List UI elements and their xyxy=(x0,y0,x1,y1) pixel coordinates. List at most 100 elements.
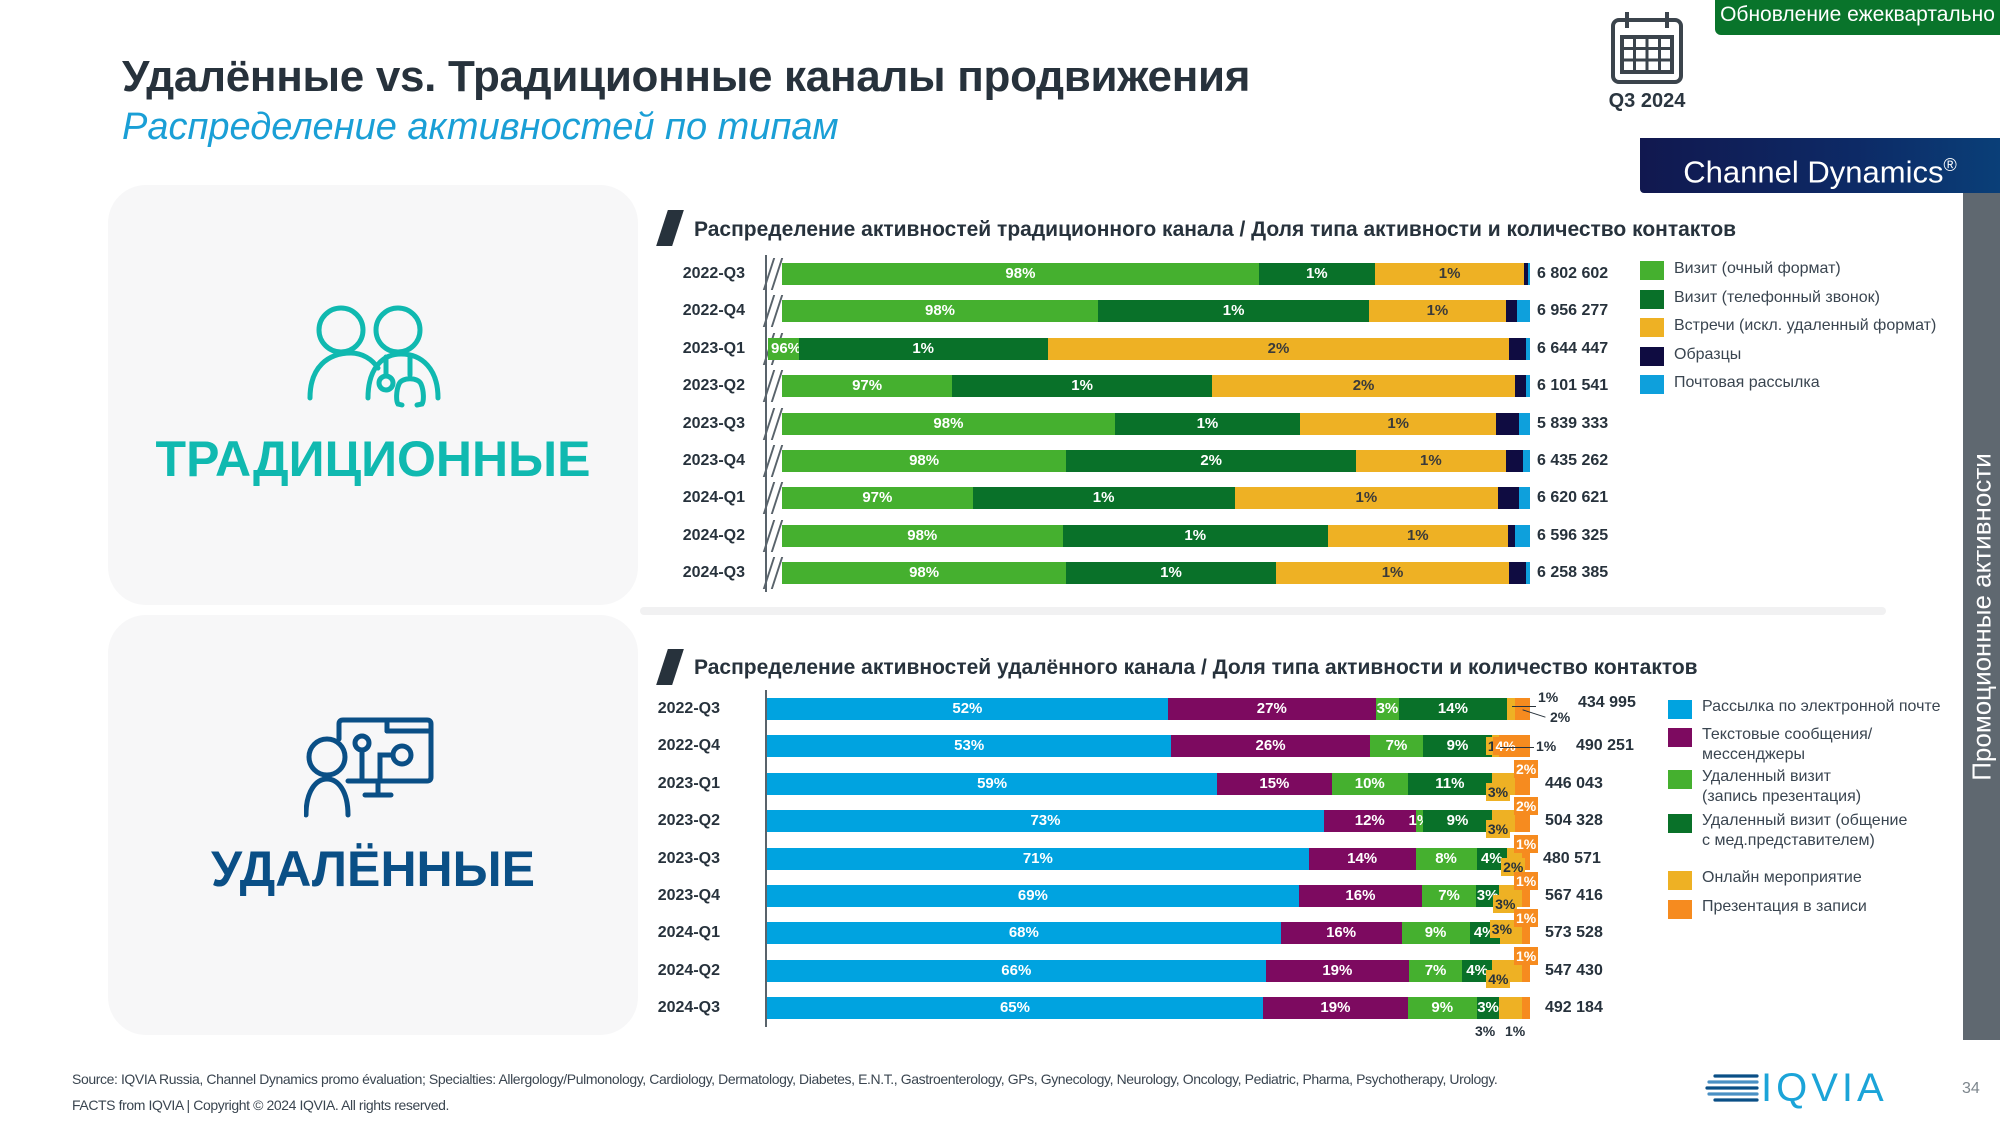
legend-item: Удаленный визит xyxy=(1702,768,1831,785)
legend-swatch xyxy=(1668,700,1692,719)
bar-segment xyxy=(782,263,1259,285)
bar-value-label: 98% xyxy=(924,302,956,320)
bar-segment xyxy=(1167,698,1376,720)
bar-value-label: 2% xyxy=(1352,377,1375,395)
bar-segment xyxy=(1522,959,1530,982)
bar-segment xyxy=(972,487,1235,510)
bar-segment xyxy=(767,922,1281,945)
remote-chart-title: Распределение активностей удалённого кан… xyxy=(694,656,1698,679)
category-label: 2024-Q3 xyxy=(657,999,720,1017)
bar-segment xyxy=(1375,698,1399,720)
bar-value-badge: 4% xyxy=(1486,969,1511,988)
bar-value-label: 7% xyxy=(1438,887,1460,904)
bar-segment xyxy=(1265,959,1410,982)
bar-segment xyxy=(767,885,1299,907)
legend-item: Рассылка по электронной почте xyxy=(1702,698,1941,715)
axis-break-mark xyxy=(762,258,776,290)
legend-swatch xyxy=(1668,871,1692,890)
bar-segment xyxy=(1415,810,1424,833)
copyright-note: FACTS from IQVIA | Copyright © 2024 IQVI… xyxy=(72,1097,450,1113)
bar-segment xyxy=(1514,698,1530,720)
legend-swatch xyxy=(1668,770,1692,789)
legend-item: Текстовые сообщения/ xyxy=(1702,726,1873,743)
bar-value-label: 1% xyxy=(1406,526,1429,544)
section-sidebar: Промоционные активности xyxy=(1963,193,2000,1040)
bar-segment xyxy=(952,375,1213,398)
bar-value-label: 96% xyxy=(768,337,804,360)
bar-segment xyxy=(1234,487,1499,510)
axis-break-mark xyxy=(762,332,776,365)
axis-break-mark xyxy=(762,482,776,515)
row-total: 446 043 xyxy=(1545,774,1603,792)
chart-axis xyxy=(765,255,767,592)
bar-value-badge: 1% xyxy=(1514,909,1539,928)
bar-value-label: 1% xyxy=(1184,526,1207,544)
bar-value-label: 53% xyxy=(954,737,985,755)
bar-segment xyxy=(1526,562,1530,585)
bar-segment xyxy=(1491,772,1515,795)
legend-swatch xyxy=(1668,814,1692,833)
bar-segment xyxy=(1066,450,1357,472)
bar-segment xyxy=(1524,263,1529,285)
bar-segment xyxy=(1275,562,1510,585)
bar-segment xyxy=(767,698,1168,720)
category-label: 2024-Q2 xyxy=(657,961,720,979)
bar-segment xyxy=(1258,263,1375,285)
bar-segment xyxy=(782,375,953,398)
bar-segment xyxy=(1522,997,1530,1020)
category-label: 2023-Q3 xyxy=(657,849,720,867)
bar-value-label: 98% xyxy=(909,564,940,582)
bar-value-label: 8% xyxy=(1435,849,1457,867)
bar-value-label: 12% xyxy=(1354,812,1385,830)
bar-segment xyxy=(1526,337,1530,360)
bar-segment xyxy=(782,337,799,360)
bar-segment xyxy=(1522,885,1530,907)
legend-item: мессенджеры xyxy=(1702,746,1805,763)
section-slash-marker xyxy=(656,210,684,246)
bar-value-label: 4% xyxy=(1473,924,1496,942)
bar-segment xyxy=(1369,735,1424,758)
bar-segment xyxy=(1491,735,1500,758)
callout-leader xyxy=(1500,747,1534,749)
bar-segment xyxy=(1522,450,1530,472)
bar-segment xyxy=(1323,810,1416,833)
category-label: 2023-Q4 xyxy=(657,887,720,904)
bar-segment xyxy=(1369,300,1506,323)
category-label: 2022-Q3 xyxy=(682,265,745,282)
bar-value-label: 1% xyxy=(1305,265,1328,282)
bar-value-label: 73% xyxy=(1030,812,1061,830)
row-total: 6 644 447 xyxy=(1537,339,1609,357)
row-total: 6 596 325 xyxy=(1537,526,1609,544)
category-label: 2022-Q4 xyxy=(682,302,745,320)
bar-value-label: 7% xyxy=(1424,961,1447,979)
bar-segment xyxy=(1066,562,1276,585)
bar-segment xyxy=(1114,412,1300,435)
bar-value-label: 16% xyxy=(1345,887,1376,904)
axis-break-mark xyxy=(770,482,784,515)
page-subtitle: Распределение активностей по типам xyxy=(122,106,839,148)
row-total: 573 528 xyxy=(1545,924,1603,942)
bar-value-label: 97% xyxy=(862,489,893,507)
category-label: 2023-Q1 xyxy=(682,339,745,357)
bar-value-badge: 1% xyxy=(1514,946,1539,965)
bar-value-label: 98% xyxy=(1005,265,1036,282)
row-total: 547 430 xyxy=(1545,961,1603,979)
bar-segment xyxy=(1491,810,1515,833)
axis-break-mark xyxy=(762,557,776,590)
bar-value-label: 3% xyxy=(1376,700,1399,717)
row-total: 490 251 xyxy=(1576,737,1634,755)
row-total: 6 101 541 xyxy=(1537,377,1609,395)
row-total: 434 995 xyxy=(1578,694,1636,711)
bar-segment xyxy=(782,412,1115,435)
bar-value-label: 1% xyxy=(1420,452,1442,469)
bar-value-badge: 1% xyxy=(1514,834,1539,853)
bar-segment xyxy=(1498,487,1519,510)
legend-swatch xyxy=(1640,318,1664,338)
bar-segment xyxy=(782,300,1099,323)
traditional-chart-title: Распределение активностей традиционного … xyxy=(694,218,1737,241)
bar-value-badge: 3% xyxy=(1489,920,1515,939)
update-frequency-badge: Обновление ежеквартально xyxy=(1715,0,2000,35)
bar-value-label: 9% xyxy=(1446,737,1469,755)
category-label: 2023-Q4 xyxy=(682,452,745,469)
bar-value-label: 1% xyxy=(1355,489,1378,507)
